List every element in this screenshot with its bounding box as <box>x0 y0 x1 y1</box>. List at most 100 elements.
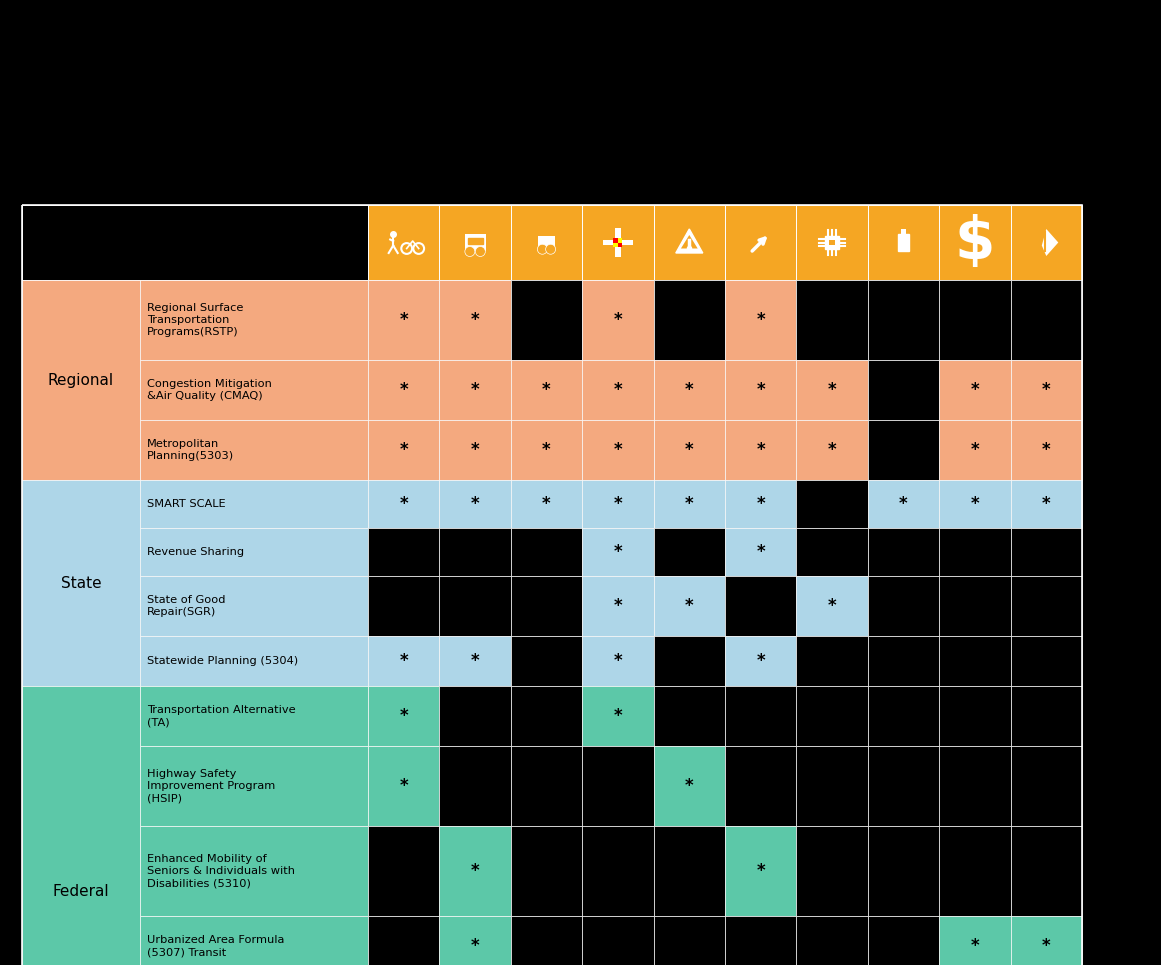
Text: Transportation Alternative
(TA): Transportation Alternative (TA) <box>147 704 296 728</box>
Text: *: * <box>399 381 408 399</box>
Bar <box>1010 576 1082 636</box>
Bar <box>654 420 724 480</box>
Bar <box>1010 528 1082 576</box>
Bar <box>582 360 654 420</box>
Bar <box>618 242 622 247</box>
Bar <box>654 480 724 528</box>
Bar <box>582 636 654 686</box>
Text: *: * <box>399 652 408 670</box>
Bar <box>140 636 368 686</box>
Text: *: * <box>1041 381 1051 399</box>
Bar <box>724 205 796 280</box>
Text: *: * <box>1041 495 1051 513</box>
Bar <box>582 420 654 480</box>
Bar <box>140 576 368 636</box>
Text: *: * <box>613 597 622 615</box>
Text: *: * <box>613 652 622 670</box>
Bar <box>724 528 796 576</box>
Bar <box>1010 360 1082 420</box>
Bar <box>439 686 511 746</box>
Text: Enhanced Mobility of
Seniors & Individuals with
Disabilities (5310): Enhanced Mobility of Seniors & Individua… <box>147 854 295 889</box>
Bar <box>368 205 439 280</box>
Bar <box>368 686 439 746</box>
Bar <box>140 280 368 360</box>
Bar <box>582 576 654 636</box>
Bar <box>939 576 1010 636</box>
Bar <box>939 686 1010 746</box>
Bar <box>511 636 582 686</box>
Text: *: * <box>613 441 622 459</box>
Bar <box>867 280 939 360</box>
Bar <box>654 686 724 746</box>
Text: *: * <box>542 441 550 459</box>
Bar <box>867 205 939 280</box>
Bar <box>867 746 939 826</box>
Bar <box>796 528 867 576</box>
Bar <box>724 826 796 916</box>
Bar <box>1010 636 1082 686</box>
Bar <box>368 746 439 826</box>
Bar <box>439 528 511 576</box>
Text: Federal: Federal <box>52 884 109 898</box>
Bar <box>796 480 867 528</box>
Bar <box>439 916 511 965</box>
Text: *: * <box>756 652 765 670</box>
Text: *: * <box>1041 441 1051 459</box>
Bar <box>511 480 582 528</box>
Bar <box>368 636 439 686</box>
Bar <box>511 826 582 916</box>
Bar <box>1010 746 1082 826</box>
Text: *: * <box>756 441 765 459</box>
Bar <box>867 528 939 576</box>
Bar <box>867 686 939 746</box>
Bar <box>654 576 724 636</box>
Bar <box>511 746 582 826</box>
Text: *: * <box>685 495 693 513</box>
Bar <box>468 237 483 244</box>
Bar <box>140 746 368 826</box>
Bar <box>939 480 1010 528</box>
Bar <box>140 420 368 480</box>
Text: *: * <box>828 441 836 459</box>
Bar <box>724 686 796 746</box>
Bar <box>618 238 622 242</box>
Bar <box>439 420 511 480</box>
Bar <box>1010 280 1082 360</box>
Bar <box>829 239 835 245</box>
Text: Highway Safety
Improvement Program
(HSIP): Highway Safety Improvement Program (HSIP… <box>147 768 275 804</box>
Text: *: * <box>399 777 408 795</box>
Bar <box>796 826 867 916</box>
Text: *: * <box>685 381 693 399</box>
Bar <box>140 528 368 576</box>
Bar <box>582 686 654 746</box>
Bar <box>1010 686 1082 746</box>
Bar <box>724 480 796 528</box>
Bar <box>439 205 511 280</box>
Text: *: * <box>756 381 765 399</box>
Bar <box>368 480 439 528</box>
Text: *: * <box>399 495 408 513</box>
Bar <box>867 916 939 965</box>
Bar <box>796 205 867 280</box>
Text: *: * <box>471 937 479 955</box>
Text: *: * <box>899 495 908 513</box>
Bar <box>654 205 724 280</box>
Bar <box>867 360 939 420</box>
Text: *: * <box>542 381 550 399</box>
Text: *: * <box>1041 937 1051 955</box>
Bar <box>867 636 939 686</box>
Bar <box>582 205 654 280</box>
Bar <box>796 746 867 826</box>
Text: *: * <box>399 707 408 725</box>
Text: *: * <box>685 777 693 795</box>
Bar <box>511 205 582 280</box>
Bar <box>140 826 368 916</box>
Bar <box>582 826 654 916</box>
Bar <box>368 280 439 360</box>
Bar <box>439 746 511 826</box>
Text: *: * <box>613 381 622 399</box>
Bar <box>724 420 796 480</box>
Text: *: * <box>685 441 693 459</box>
Bar <box>582 916 654 965</box>
Circle shape <box>546 244 556 254</box>
